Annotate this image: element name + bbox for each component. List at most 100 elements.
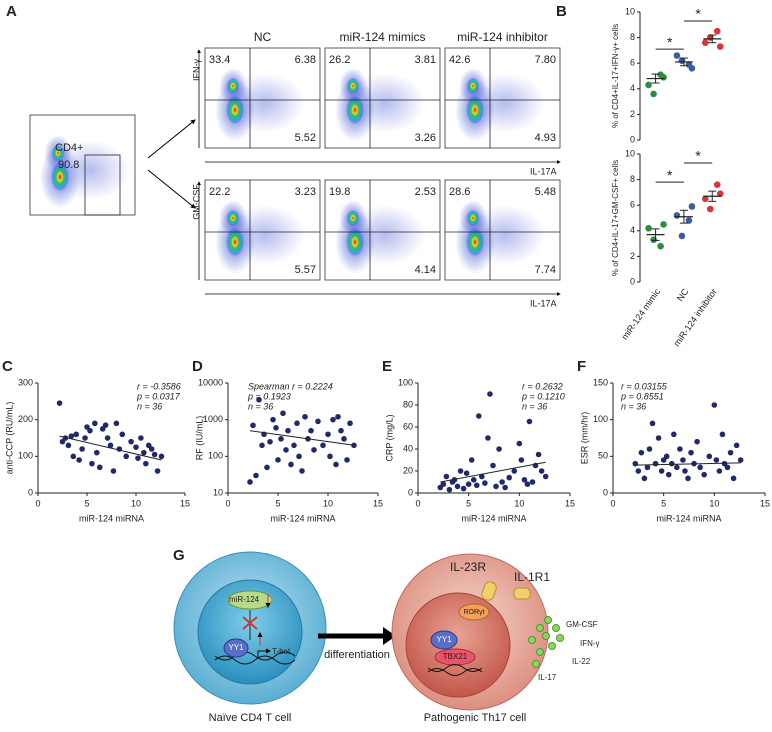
data-point xyxy=(733,442,740,449)
panel-letter: A xyxy=(6,3,17,20)
x-tick-label: 10 xyxy=(323,498,333,508)
yy1-label: YY1 xyxy=(228,643,244,652)
data-point xyxy=(113,420,120,427)
data-point xyxy=(529,479,536,485)
annotation: r = 0.03155 xyxy=(621,381,668,391)
y-tick-label: 1000 xyxy=(203,414,223,424)
data-point xyxy=(320,442,326,449)
data-point xyxy=(671,431,677,438)
data-point xyxy=(719,431,726,438)
data-point xyxy=(538,468,545,474)
data-point xyxy=(296,453,302,460)
cytokine xyxy=(542,632,550,640)
data-point xyxy=(154,468,161,474)
x-axis-label: IL-17A xyxy=(530,298,557,308)
data-point xyxy=(476,413,482,419)
data-point xyxy=(68,433,75,439)
data-point xyxy=(259,442,265,449)
data-point xyxy=(73,431,80,438)
cytokine-label: IL-17 xyxy=(538,673,557,682)
x-tick-label: miR-124 mimic xyxy=(620,286,663,341)
data-point xyxy=(499,479,505,485)
target-label: T-bet xyxy=(272,647,291,656)
annotation: n = 36 xyxy=(522,401,547,411)
cytokine xyxy=(552,624,560,632)
data-point xyxy=(285,427,291,434)
cytokine xyxy=(536,648,544,656)
panel-letter: G xyxy=(173,547,185,564)
data-point xyxy=(701,195,709,203)
density-spread xyxy=(225,205,305,265)
rorgt-shape xyxy=(458,603,490,621)
x-axis-label: miR-124 miRNA xyxy=(270,513,335,523)
arrow xyxy=(147,119,196,159)
data-point xyxy=(658,468,665,474)
cytokine-label: IL-22 xyxy=(572,657,591,666)
annotation: p = 0.8551 xyxy=(620,391,664,401)
data-point xyxy=(87,427,93,434)
panel-letter: C xyxy=(2,358,13,375)
data-point xyxy=(253,472,259,479)
data-point xyxy=(638,449,645,456)
th17-nucleus xyxy=(405,592,511,698)
data-point xyxy=(716,43,724,50)
panel-letter: F xyxy=(577,358,586,375)
data-point xyxy=(713,181,721,189)
data-point xyxy=(107,442,114,449)
yy1-shape xyxy=(430,630,458,650)
panel-letter: E xyxy=(382,358,392,375)
data-point xyxy=(479,473,485,480)
receptor-label: IL-1R1 xyxy=(514,570,550,584)
data-point xyxy=(657,242,664,250)
y-tick-label: 10 xyxy=(625,6,635,16)
annotation: Spearman r = 0.2224 xyxy=(248,381,333,391)
column-header: miR-124 inhibitor xyxy=(457,30,548,44)
y-tick-label: 20 xyxy=(403,465,413,475)
data-point xyxy=(635,468,642,474)
data-point xyxy=(673,212,681,219)
quadrant-value: 4.93 xyxy=(535,132,556,144)
x-axis-label: miR-124 miRNA xyxy=(461,513,526,523)
data-point xyxy=(724,464,731,471)
annotation: n = 36 xyxy=(137,401,162,411)
data-point xyxy=(526,418,533,425)
quadrant-value: 4.14 xyxy=(415,264,436,276)
cell-label: Pathogenic Th17 cell xyxy=(424,712,527,724)
data-point xyxy=(151,451,158,458)
data-point xyxy=(487,391,493,397)
annotation: n = 36 xyxy=(621,401,646,411)
cytokine xyxy=(532,660,540,668)
data-point xyxy=(128,438,134,445)
trend-line xyxy=(635,462,741,466)
quadrant-value: 22.2 xyxy=(209,186,230,198)
data-point xyxy=(650,90,657,98)
data-point xyxy=(135,455,141,461)
significance-label: * xyxy=(667,167,673,183)
data-point xyxy=(677,446,683,452)
x-tick-label: NC xyxy=(675,286,691,303)
trend-line xyxy=(249,430,355,446)
y-axis-label: anti-CCP (RU/mL) xyxy=(4,402,14,475)
cytokine xyxy=(544,616,552,624)
promoter-arrow xyxy=(257,648,271,658)
data-point xyxy=(645,81,652,89)
data-point xyxy=(82,435,88,441)
x-tick-label: 5 xyxy=(466,498,471,508)
data-point xyxy=(496,446,502,452)
data-point xyxy=(701,471,707,478)
y-tick-label: 80 xyxy=(403,399,413,409)
x-tick-label: 0 xyxy=(35,498,40,508)
data-point xyxy=(56,400,63,406)
quadrant-value: 3.26 xyxy=(415,132,436,144)
mirna-shape xyxy=(227,590,273,610)
data-point xyxy=(133,444,139,450)
data-point xyxy=(330,416,336,423)
gate-label: CD4+ xyxy=(55,142,83,154)
y-axis-label: % of CD4+IL-17+IFN-γ+ cells xyxy=(611,24,620,128)
data-point xyxy=(294,420,300,427)
y-tick-label: 50 xyxy=(598,451,608,461)
quadrant-value: 7.74 xyxy=(535,264,556,276)
data-point xyxy=(652,460,659,467)
y-tick-label: 0 xyxy=(630,276,635,286)
